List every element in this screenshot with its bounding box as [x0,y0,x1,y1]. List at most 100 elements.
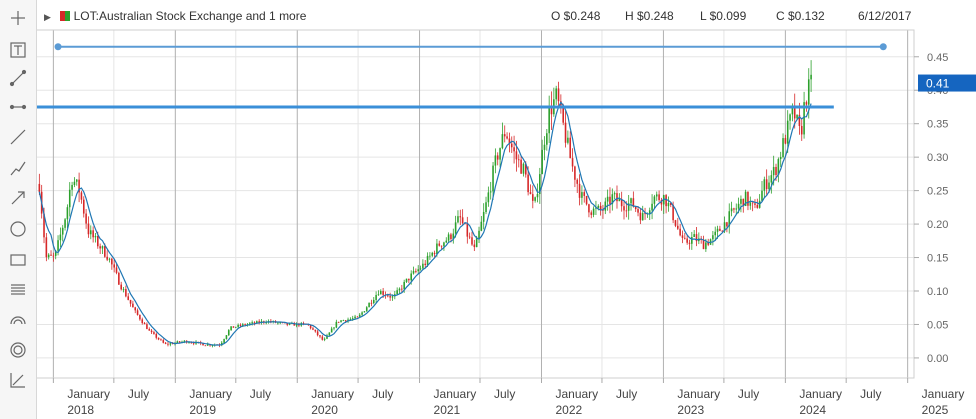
candle-body [120,284,122,290]
candle-body [176,341,179,343]
candle-body [531,194,534,201]
candle-body [361,312,363,315]
horizontal-segment-icon[interactable] [8,97,28,117]
candle-body [106,256,108,260]
expand-legend-icon[interactable]: ▶ [44,12,51,22]
candle-body [735,208,738,210]
scale-icon[interactable] [8,370,28,390]
candle-body [419,268,422,270]
candle-body [726,222,728,227]
candle-body [326,335,328,339]
candle-body [68,189,71,208]
candle-body [372,299,375,304]
time-tick-year: 2022 [555,403,582,417]
candle-body [761,190,763,201]
polyline-icon[interactable] [8,158,28,178]
candle-body [546,133,548,145]
candle-body [436,243,438,255]
text-icon[interactable] [8,40,28,60]
candle-body [445,240,448,243]
last-price-badge [918,74,976,92]
candle-body [288,323,291,325]
candle-body [440,245,443,247]
plot-frame [35,29,915,379]
fibonacci-icon[interactable] [8,280,28,300]
candle-body [132,303,134,308]
candle-body [115,267,118,273]
trend-segment[interactable] [54,43,887,51]
circle-icon[interactable] [8,219,28,239]
price-axis[interactable]: 0.450.400.350.300.250.200.150.100.050.00… [914,52,976,365]
rectangle-icon[interactable] [8,250,28,270]
candle-body [211,345,214,347]
candle-body [136,310,139,315]
candle-body [438,243,441,246]
candle-body [719,228,721,231]
candle-body [127,296,130,300]
candle-body [379,291,382,295]
candle-body [429,255,431,257]
candle-body [782,138,784,157]
candle-body [541,149,543,175]
crosshair-icon[interactable] [8,8,28,28]
time-tick-year: 2020 [311,403,338,417]
candle-body [676,225,679,229]
time-axis[interactable]: January 2018 July January 2019 July January 202… [52,378,964,417]
candle-body [450,234,452,239]
candle-body [82,199,85,214]
time-tick-label: January [555,387,598,401]
candle-body [627,203,630,211]
symbol-legend[interactable]: ▶ LOT:Australian Stock Exchange and 1 mo… [44,9,306,23]
ohlc-close: C $0.132 [776,9,825,23]
candle-body [765,179,768,190]
candle-body [169,343,172,345]
candle-body [50,254,52,256]
candle-body [669,202,672,205]
time-tick-label: July [738,387,759,401]
candle-body [401,288,403,290]
candle-body [672,204,674,221]
candle-body [751,202,754,204]
candle-body [265,322,267,324]
time-tick-label: January [677,387,720,401]
candle-body [517,159,520,161]
time-tick-label: January [189,387,232,401]
candle-body [370,302,373,304]
candle-body [756,204,759,208]
candle-body [258,321,260,323]
ray-icon[interactable] [8,127,28,147]
candle-body [557,88,560,102]
series-color-swatch [60,11,71,21]
drawings[interactable] [36,43,887,109]
candle-body [667,202,670,207]
candle-body [396,290,398,295]
time-tick-label: July [372,387,393,401]
candle-body [335,321,338,328]
candle-body [398,288,401,291]
candle-body [487,192,490,203]
candle-body [387,295,389,297]
candle-body [160,339,162,341]
candle-body [64,219,66,228]
candle-body [92,230,94,238]
grid [35,29,915,379]
candle-body [637,209,639,213]
candle-body [740,198,742,204]
candle-body [616,193,618,202]
candle-body [576,179,579,184]
target-icon[interactable] [8,340,28,360]
candle-body [443,242,445,247]
trendline-icon[interactable] [8,68,28,88]
candle-body [798,114,801,126]
candle-body [249,323,251,325]
arc-icon[interactable] [8,310,28,330]
candle-body [786,120,789,144]
candle-body [639,212,642,221]
price-tick-label: 0.05 [927,319,948,331]
candle-body [75,179,78,182]
candle-body [139,314,141,320]
arrow-icon[interactable] [8,188,28,208]
candle-body [644,213,646,215]
candle-body [772,166,775,176]
